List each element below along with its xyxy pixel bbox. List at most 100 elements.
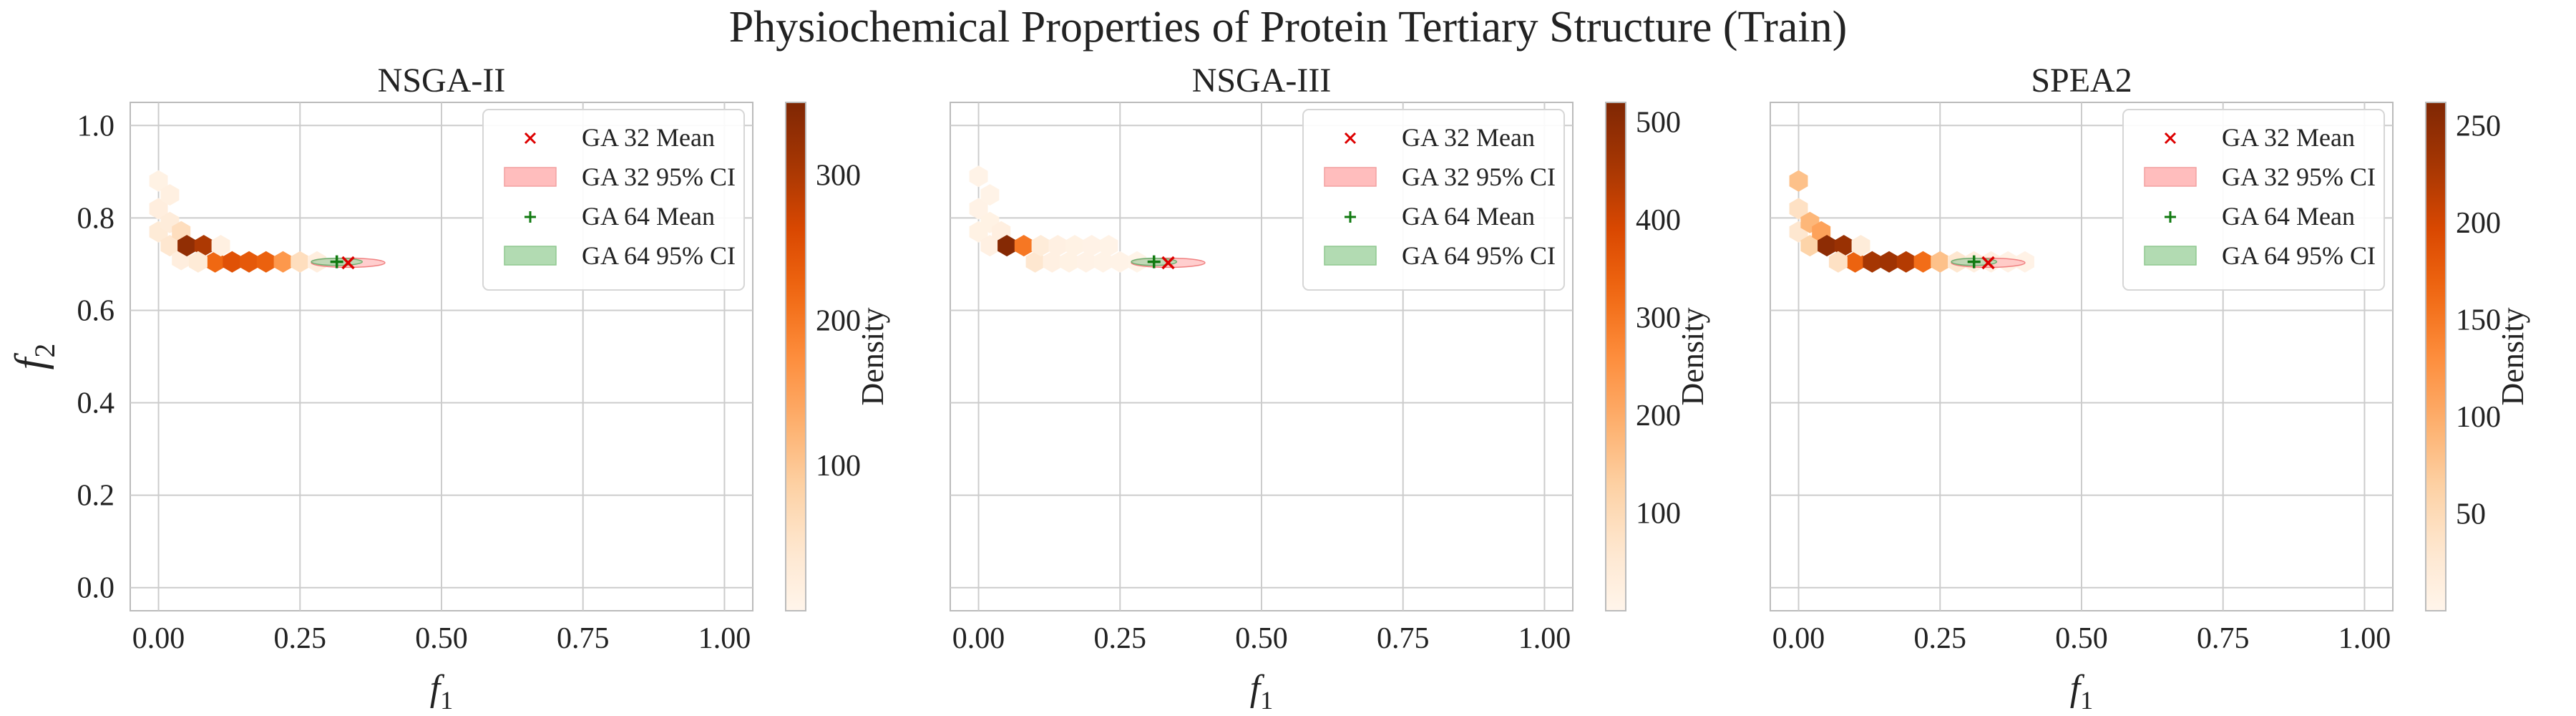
x-tick-label: 0.00 <box>952 622 1005 655</box>
legend-ga32-ci-swatch <box>2144 167 2197 187</box>
hexbin-cell <box>980 235 1000 257</box>
colorbar-tick-label: 200 <box>2456 207 2501 240</box>
ga64-mean-marker <box>1967 255 1981 268</box>
legend-label: GA 32 95% CI <box>1402 163 1556 191</box>
colorbar-bar <box>1605 102 1626 611</box>
hexbin-cell <box>223 251 242 273</box>
colorbar-label: Density <box>2495 308 2530 406</box>
hexbin-cell <box>1931 251 1950 273</box>
colorbar-bar <box>2425 102 2446 611</box>
legend-ga64-mean-marker <box>1345 211 1356 223</box>
hexbin-cell <box>1099 235 1118 257</box>
hexbin-cell <box>1031 235 1050 257</box>
hexbin-cell <box>188 251 208 273</box>
colorbar-label: Density <box>1675 308 1710 406</box>
colorbar-label: Density <box>855 308 890 406</box>
hexbin-cell <box>291 251 310 273</box>
y-axis-label: f2 <box>6 344 61 370</box>
ga32-mean-marker <box>341 256 355 270</box>
legend-label: GA 64 Mean <box>2222 202 2355 231</box>
hexbin-cell <box>1014 235 1033 257</box>
subplot-title: NSGA-III <box>1192 62 1332 100</box>
colorbar-tick-label: 50 <box>2456 498 2486 531</box>
ga64-mean-marker <box>1147 255 1161 268</box>
legend-label: GA 64 95% CI <box>2222 241 2376 270</box>
colorbar-tick-label: 300 <box>816 159 861 192</box>
legend-box <box>1302 109 1565 291</box>
x-tick-label: 0.50 <box>1235 622 1288 655</box>
x-tick-label: 0.50 <box>2055 622 2108 655</box>
legend-label: GA 32 Mean <box>2222 123 2355 152</box>
legend-label: GA 32 Mean <box>1402 123 1535 152</box>
hexbin-cell <box>240 251 259 273</box>
hexbin-cell <box>969 165 988 188</box>
x-axis-label: f1 <box>430 668 453 715</box>
x-tick-label: 1.00 <box>2338 622 2391 655</box>
legend-label: GA 64 Mean <box>582 202 715 231</box>
hexbin-cell <box>1060 251 1079 273</box>
legend: GA 32 Mean GA 32 95% CI GA 64 Mean GA 64 95… <box>1302 109 1565 291</box>
hexbin-cell <box>194 235 213 257</box>
legend-ga32-mean-marker <box>2164 132 2177 145</box>
x-tick-label: 0.50 <box>415 622 468 655</box>
legend-label: GA 32 95% CI <box>2222 163 2376 191</box>
x-tick-label: 0.25 <box>1094 622 1147 655</box>
colorbar-tick-label: 250 <box>2456 110 2501 143</box>
hexbin-cell <box>1800 235 1820 257</box>
hexbin-cell <box>1896 251 1916 273</box>
figure-title: Physiochemical Properties of Protein Ter… <box>728 3 1848 52</box>
legend-ga64-ci-swatch <box>504 246 557 266</box>
subplot-1: 0.00 0.25 0.50 0.75 1.00 0.0 0.2 0.4 0.6 0.8 1.0 NS… <box>6 62 890 715</box>
legend-ga64-ci-swatch <box>1324 246 1377 266</box>
subplot-2: 0.00 0.25 0.50 0.75 1.00 NSGA-III f1 GA 32 Mean… <box>950 62 1710 715</box>
y-tick-label: 0.0 <box>77 572 115 605</box>
ga32-mean-marker <box>1981 256 1995 270</box>
hexbin-cell <box>160 235 180 257</box>
colorbar-tick-label: 100 <box>1636 497 1681 530</box>
colorbar-tick-label: 200 <box>1636 400 1681 432</box>
hexbin-cell <box>969 198 988 220</box>
legend-label: GA 32 95% CI <box>582 163 736 191</box>
y-tick-label: 0.2 <box>77 480 115 513</box>
hexbin-cell <box>1043 251 1062 273</box>
colorbar-tick-label: 100 <box>2456 401 2501 434</box>
hexbin-cell <box>1025 251 1045 273</box>
y-tick-label: 1.0 <box>77 110 115 142</box>
colorbar-tick-label: 100 <box>816 450 861 483</box>
hexbin-cell <box>1818 235 1837 257</box>
colorbar-bar <box>785 102 806 611</box>
subplot-title: NSGA-II <box>378 62 506 100</box>
x-axis-label: f1 <box>1250 668 1273 715</box>
legend-label: GA 64 95% CI <box>582 241 736 270</box>
colorbar-tick-label: 150 <box>2456 304 2501 337</box>
legend: GA 32 Mean GA 32 95% CI GA 64 Mean GA 64 95… <box>2122 109 2385 291</box>
legend-ga64-ci-swatch <box>2144 246 2197 266</box>
colorbar: 50 100 150 200 250 Density <box>2425 102 2530 611</box>
legend-ga32-ci-swatch <box>1324 167 1377 187</box>
colorbar-tick-label: 400 <box>1636 204 1681 237</box>
colorbar-tick-label: 200 <box>816 304 861 337</box>
legend-box <box>2122 109 2385 291</box>
ga64-mean-marker <box>330 255 343 268</box>
hexbin-cell <box>1863 251 1882 273</box>
legend-ga32-mean-marker <box>524 132 537 145</box>
legend-ga32-mean-marker <box>1344 132 1357 145</box>
hexbin-cell <box>1851 235 1870 257</box>
legend-box <box>482 109 745 291</box>
hexbin-cell <box>1111 251 1130 273</box>
legend-label: GA 64 95% CI <box>1402 241 1556 270</box>
ga32-mean-marker <box>1161 256 1175 270</box>
x-tick-label: 0.75 <box>557 622 610 655</box>
legend-ga32-ci-swatch <box>504 167 557 187</box>
hexbin-cell <box>256 251 275 273</box>
y-tick-label: 0.8 <box>77 202 115 235</box>
hexbin-cell <box>273 251 293 273</box>
hexbin-cell <box>1834 235 1853 257</box>
hexbin-cell <box>160 184 180 206</box>
hexbin-cell <box>177 235 197 257</box>
x-tick-label: 0.25 <box>274 622 327 655</box>
x-axis-label: f1 <box>2070 668 2093 715</box>
y-tick-label: 0.4 <box>77 387 115 420</box>
